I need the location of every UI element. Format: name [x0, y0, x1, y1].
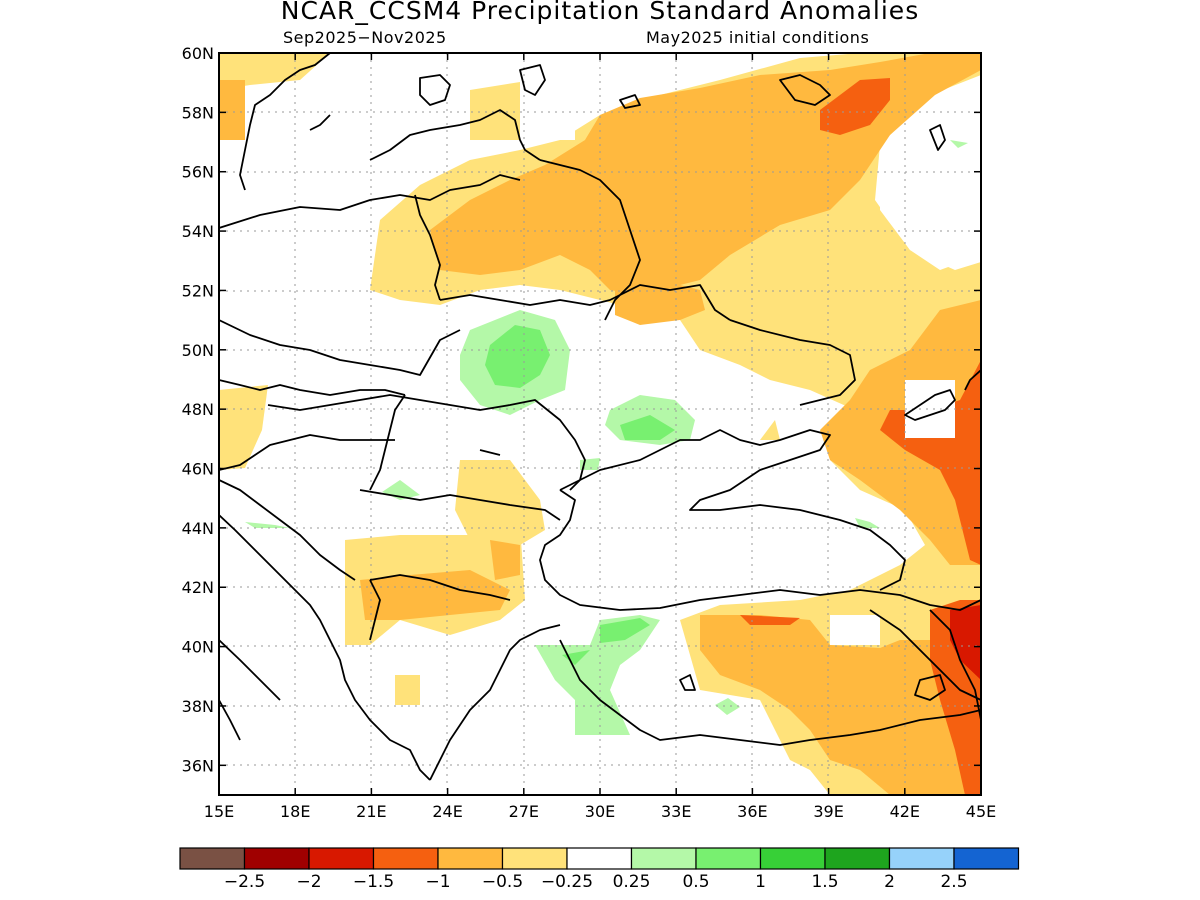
colorbar-label: 1.5 — [811, 872, 838, 892]
colorbar-swatch — [308, 847, 375, 870]
lon-tick-label: 36E — [737, 802, 767, 821]
colorbar-label: −1 — [425, 872, 450, 892]
lat-tick-label: 48N — [182, 400, 214, 419]
lon-tick-label: 33E — [661, 802, 691, 821]
lon-tick-label: 42E — [890, 802, 920, 821]
forecast-period: Sep2025−Nov2025 — [283, 28, 447, 47]
graticule — [219, 53, 981, 795]
lon-tick-label: 30E — [585, 802, 615, 821]
lat-tick-label: 40N — [182, 638, 214, 657]
colorbar-swatch — [243, 847, 310, 870]
lat-tick-label: 58N — [182, 103, 214, 122]
colorbar: −2.5 −2 −1.5 −1 −0.5 −0.25 0.25 0.5 1 1.5 2 2.5 — [179, 847, 1020, 892]
colorbar-label: 0.25 — [613, 872, 651, 892]
lat-tick-label: 44N — [182, 519, 214, 538]
colorbar-swatch — [630, 847, 697, 870]
map-title: NCAR_CCSM4 Precipitation Standard Anomal… — [280, 0, 920, 25]
lon-tick-label: 21E — [356, 802, 386, 821]
colorbar-label: −0.25 — [541, 872, 593, 892]
colorbar-swatch — [437, 847, 504, 870]
lon-tick-label: 39E — [813, 802, 843, 821]
lon-tick-label: 24E — [432, 802, 462, 821]
colorbar-swatch — [501, 847, 568, 870]
lon-tick-label: 15E — [204, 802, 234, 821]
lat-tick-label: 54N — [182, 222, 214, 241]
colorbar-label: −2 — [296, 872, 321, 892]
colorbar-label: −0.5 — [482, 872, 523, 892]
colorbar-label: −2.5 — [224, 872, 265, 892]
initial-conditions: May2025 initial conditions — [646, 28, 870, 47]
lon-tick-label: 45E — [966, 802, 996, 821]
colorbar-swatch — [759, 847, 826, 870]
lat-tick-label: 38N — [182, 697, 214, 716]
lat-tick-label: 50N — [182, 341, 214, 360]
lat-tick-label: 56N — [182, 163, 214, 182]
colorbar-swatch — [824, 847, 891, 870]
lat-tick-label: 52N — [182, 281, 214, 300]
colorbar-swatch — [953, 847, 1020, 870]
colorbar-swatch — [695, 847, 762, 870]
lon-tick-label: 27E — [509, 802, 539, 821]
colorbar-swatch — [888, 847, 955, 870]
colorbar-label: −1.5 — [353, 872, 394, 892]
colorbar-swatch — [179, 847, 246, 870]
colorbar-swatch — [372, 847, 439, 870]
lat-tick-label: 36N — [182, 756, 214, 775]
colorbar-swatch — [566, 847, 633, 870]
lon-tick-label: 18E — [280, 802, 310, 821]
coastlines-borders — [219, 53, 981, 781]
colorbar-label: 2 — [884, 872, 895, 892]
axis-ticks — [218, 52, 982, 795]
anomaly-shading — [219, 53, 981, 795]
lat-tick-label: 60N — [182, 44, 214, 63]
axis-labels: 15E 18E 21E 24E 27E 30E 33E 36E 39E 42E 45E 60N 58N 5… — [182, 44, 997, 821]
colorbar-label: 2.5 — [940, 872, 967, 892]
colorbar-label: 0.5 — [682, 872, 709, 892]
colorbar-label: 1 — [755, 872, 766, 892]
lat-tick-label: 46N — [182, 460, 214, 479]
lat-tick-label: 42N — [182, 578, 214, 597]
